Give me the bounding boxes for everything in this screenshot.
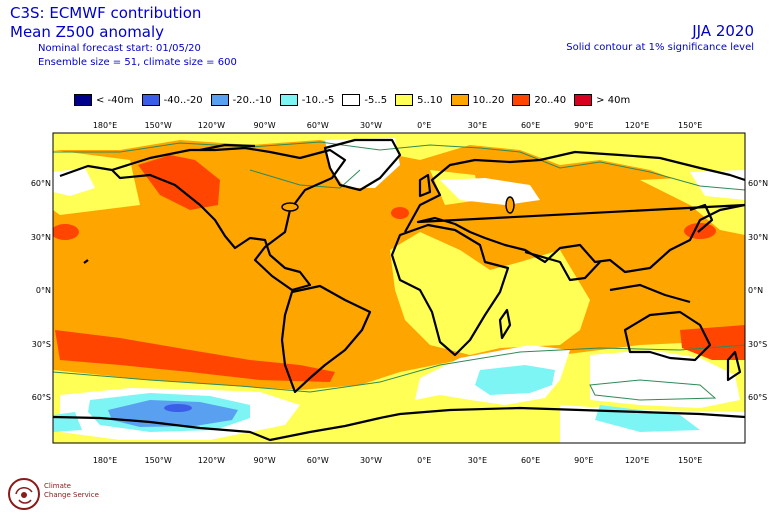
- longitude-label: 120°E: [625, 456, 649, 465]
- legend-swatch: [342, 94, 361, 106]
- legend-item: -10..-5: [279, 94, 335, 106]
- legend-item: -20..-10: [210, 94, 272, 106]
- latitude-label: 60°S: [748, 393, 767, 402]
- blue-core-region: [164, 404, 192, 412]
- legend-item: -40..-20: [141, 94, 203, 106]
- longitude-label: 120°W: [198, 456, 225, 465]
- legend-item: 5..10: [395, 94, 443, 106]
- legend-swatch: [74, 94, 92, 106]
- latitude-label: 60°N: [748, 179, 768, 188]
- ensemble-size: Ensemble size = 51, climate size = 600: [38, 57, 237, 68]
- latitude-label: 30°S: [32, 340, 51, 349]
- legend-item: -5..5: [342, 94, 387, 106]
- longitude-label: 30°W: [360, 456, 382, 465]
- legend-item: > 40m: [574, 94, 630, 106]
- legend-label: -5..5: [364, 94, 388, 106]
- legend-item: < -40m: [74, 94, 134, 106]
- longitude-label: 120°E: [625, 121, 649, 130]
- latitude-label: 0°N: [36, 286, 51, 295]
- longitude-label: 30°E: [468, 121, 487, 130]
- significance-contour-lines: [53, 141, 745, 401]
- nominal-start: Nominal forecast start: 01/05/20: [38, 43, 201, 54]
- c3s-logo-icon: [8, 478, 40, 510]
- longitude-label: 0°E: [417, 121, 431, 130]
- map-field: [53, 133, 745, 443]
- legend-swatch: [574, 94, 593, 106]
- legend-swatch: [450, 94, 469, 106]
- longitude-label: 90°E: [574, 456, 593, 465]
- legend-item: 20..40: [512, 94, 566, 106]
- longitude-label: 60°E: [521, 121, 540, 130]
- legend-item: 10..20: [450, 94, 505, 106]
- longitude-labels-bottom: 180°E 150°W 120°W 90°W 60°W 30°W 0°E 30°E 60°E 90…: [93, 456, 703, 465]
- longitude-label: 30°W: [360, 121, 382, 130]
- red-anomaly-regions: [53, 155, 745, 382]
- map-frame: [52, 132, 746, 444]
- season-label: JJA 2020: [692, 22, 754, 40]
- legend-swatch: [141, 94, 160, 106]
- legend-label: 20..40: [534, 94, 567, 106]
- longitude-label: 150°W: [145, 121, 172, 130]
- latitude-labels-left: 60°N 30°N 0°N 30°S 60°S: [31, 179, 51, 402]
- longitude-label: 150°W: [145, 456, 172, 465]
- legend-label: -40..-20: [163, 94, 203, 106]
- color-legend: < -40m -40..-20 -20..-10 -10..-5 -5..5 5..10 1…: [74, 93, 638, 107]
- longitude-labels-top: 180°E 150°W 120°W 90°W 60°W 30°W 0°E 30°E 60°E 90…: [93, 121, 703, 130]
- title-line-1: C3S: ECMWF contribution: [10, 4, 202, 22]
- longitude-label: 180°E: [93, 121, 117, 130]
- latitude-label: 60°S: [32, 393, 51, 402]
- legend-label: > 40m: [596, 94, 631, 106]
- legend-label: -20..-10: [232, 94, 272, 106]
- longitude-label: 90°W: [254, 121, 276, 130]
- title-line-2: Mean Z500 anomaly: [10, 23, 165, 41]
- longitude-label: 120°W: [198, 121, 225, 130]
- longitude-label: 60°E: [521, 456, 540, 465]
- longitude-label: 60°W: [307, 121, 329, 130]
- longitude-label: 30°E: [468, 456, 487, 465]
- latitude-label: 60°N: [31, 179, 51, 188]
- contour-note: Solid contour at 1% significance level: [566, 42, 754, 53]
- latitude-labels-right: 60°N 30°N 0°N 30°S 60°S: [748, 179, 768, 402]
- legend-label: 10..20: [472, 94, 505, 106]
- logo-line-2: Change Service: [44, 491, 99, 499]
- logo-line-1: Climate: [44, 482, 71, 490]
- legend-swatch: [279, 94, 298, 106]
- latitude-label: 30°S: [748, 340, 767, 349]
- latitude-label: 30°N: [748, 233, 768, 242]
- longitude-label: 90°E: [574, 121, 593, 130]
- longitude-label: 180°E: [93, 456, 117, 465]
- legend-swatch: [395, 94, 414, 106]
- longitude-label: 0°E: [417, 456, 431, 465]
- longitude-label: 60°W: [307, 456, 329, 465]
- coastline: [53, 138, 745, 442]
- lakes: [281, 196, 515, 214]
- longitude-label: 90°W: [254, 456, 276, 465]
- c3s-logo: Climate Change Service: [4, 474, 114, 514]
- longitude-label: 150°E: [678, 456, 702, 465]
- longitude-label: 150°E: [678, 121, 702, 130]
- legend-swatch: [512, 94, 531, 106]
- legend-label: < -40m: [96, 94, 134, 106]
- latitude-label: 0°N: [748, 286, 763, 295]
- legend-swatch: [210, 94, 229, 106]
- latitude-label: 30°N: [31, 233, 51, 242]
- legend-label: 5..10: [417, 94, 443, 106]
- legend-label: -10..-5: [301, 94, 335, 106]
